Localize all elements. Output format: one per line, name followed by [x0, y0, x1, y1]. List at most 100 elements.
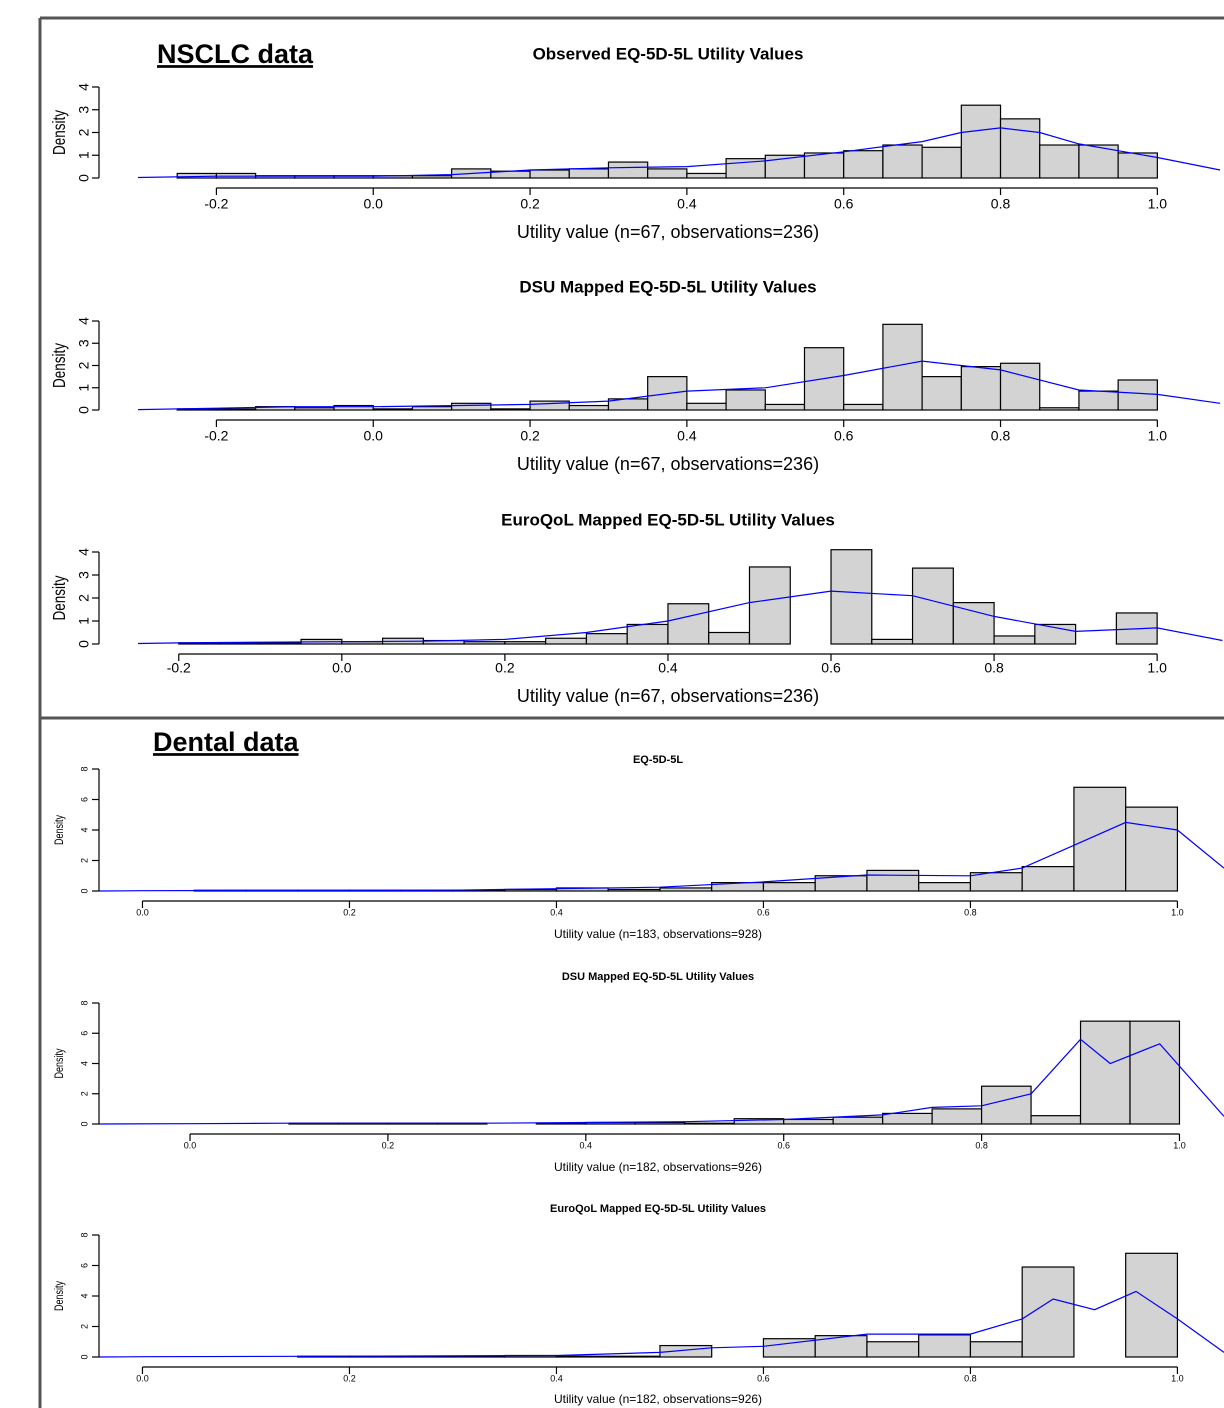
bar — [1078, 144, 1119, 179]
x-tick-label: 1.0 — [1171, 907, 1184, 917]
bar — [259, 642, 302, 645]
density-curve — [137, 360, 1221, 411]
bar — [647, 376, 688, 411]
bar — [725, 389, 766, 411]
x-tick-label: 0.2 — [343, 1373, 356, 1383]
bar — [832, 1116, 884, 1125]
bar — [529, 169, 570, 179]
y-axis-label: Density — [53, 1048, 67, 1079]
y-axis-label: Density — [53, 1280, 67, 1311]
x-tick-label: 0.8 — [991, 196, 1011, 212]
bar — [921, 376, 962, 411]
x-tick-label: 0.4 — [677, 428, 697, 444]
y-tick-label: 6 — [79, 1031, 89, 1036]
y-tick-label: 1 — [76, 384, 92, 392]
x-tick-label: 0.6 — [834, 428, 854, 444]
y-tick-label: 8 — [79, 1232, 89, 1237]
bar — [931, 1108, 983, 1125]
bar — [372, 408, 414, 411]
x-tick-label: 0.2 — [520, 428, 540, 444]
y-axis-label: Density — [53, 814, 67, 845]
y-tick-label: 3 — [76, 571, 92, 579]
x-tick-label: 0.8 — [991, 428, 1011, 444]
bar — [686, 172, 727, 179]
density-curve — [98, 1038, 1224, 1125]
bar — [1079, 1020, 1131, 1125]
y-tick-label: 4 — [76, 317, 92, 325]
chart-title: EuroQoL Mapped EQ-5D-5L Utility Values — [501, 510, 835, 529]
x-tick-label: -0.2 — [167, 660, 191, 676]
bar — [830, 549, 873, 645]
chart-title: EQ-5D-5L — [633, 754, 683, 766]
y-tick-label: 2 — [76, 361, 92, 369]
y-tick-label: 3 — [76, 106, 92, 114]
y-tick-label: 2 — [79, 1091, 89, 1096]
x-tick-label: 0.4 — [658, 660, 678, 676]
bar — [969, 1341, 1023, 1358]
bar — [871, 638, 914, 645]
y-axis-label: Density — [50, 110, 69, 155]
bar — [294, 407, 335, 411]
bar — [1039, 407, 1080, 411]
bar — [659, 887, 713, 892]
y-tick-label: 8 — [79, 766, 89, 771]
x-axis-label: Utility value (n=67, observations=236) — [517, 222, 819, 242]
bar — [1117, 152, 1158, 179]
bar — [634, 1121, 686, 1125]
bar — [999, 118, 1041, 179]
x-tick-label: 0.4 — [550, 1373, 563, 1383]
bar — [783, 1118, 834, 1125]
y-tick-label: 0 — [79, 1354, 89, 1359]
x-tick-label: 0.2 — [520, 196, 540, 212]
bar — [1039, 144, 1080, 179]
x-tick-label: 1.0 — [1173, 1140, 1186, 1150]
bar — [882, 144, 923, 179]
bar — [748, 566, 791, 645]
density-curve — [98, 821, 1224, 892]
x-tick-label: 0.4 — [580, 1140, 593, 1150]
bar — [921, 146, 962, 179]
bar — [969, 872, 1023, 892]
y-tick-label: 3 — [76, 339, 92, 347]
bar — [555, 1355, 609, 1358]
bar — [866, 1341, 920, 1358]
x-tick-label: -0.2 — [204, 196, 228, 212]
bar — [764, 403, 806, 411]
y-tick-label: 0 — [79, 888, 89, 893]
x-axis-label: Utility value (n=182, observations=926) — [554, 1392, 762, 1406]
bar — [686, 402, 727, 411]
density-curve — [137, 127, 1221, 179]
x-tick-label: 0.0 — [136, 907, 149, 917]
bar — [568, 404, 610, 411]
x-tick-label: 1.0 — [1148, 428, 1168, 444]
x-axis-label: Utility value (n=182, observations=926) — [554, 1160, 762, 1174]
x-tick-label: 0.6 — [834, 196, 854, 212]
x-tick-label: 0.8 — [964, 1373, 977, 1383]
bar — [1125, 1252, 1179, 1358]
bar — [762, 882, 816, 892]
bar — [545, 637, 588, 645]
x-tick-label: -0.2 — [204, 428, 228, 444]
bar — [1030, 1115, 1082, 1125]
y-tick-label: 8 — [79, 1000, 89, 1005]
y-tick-label: 4 — [76, 83, 92, 91]
bar — [708, 631, 751, 645]
x-tick-label: 0.2 — [382, 1140, 395, 1150]
bar — [607, 1355, 661, 1358]
x-tick-label: 1.0 — [1171, 1373, 1184, 1383]
x-tick-label: 0.0 — [364, 196, 384, 212]
bar — [607, 161, 649, 179]
y-tick-label: 6 — [79, 797, 89, 802]
bar — [607, 888, 661, 892]
y-tick-label: 1 — [76, 617, 92, 625]
bar — [684, 1122, 735, 1125]
y-tick-label: 0 — [76, 640, 92, 648]
x-tick-label: 0.8 — [975, 1140, 988, 1150]
y-tick-label: 4 — [79, 827, 89, 832]
bar — [960, 104, 1002, 179]
bar — [667, 603, 710, 645]
x-tick-label: 0.0 — [136, 1373, 149, 1383]
x-tick-label: 0.8 — [984, 660, 1004, 676]
x-tick-label: 0.0 — [184, 1140, 197, 1150]
